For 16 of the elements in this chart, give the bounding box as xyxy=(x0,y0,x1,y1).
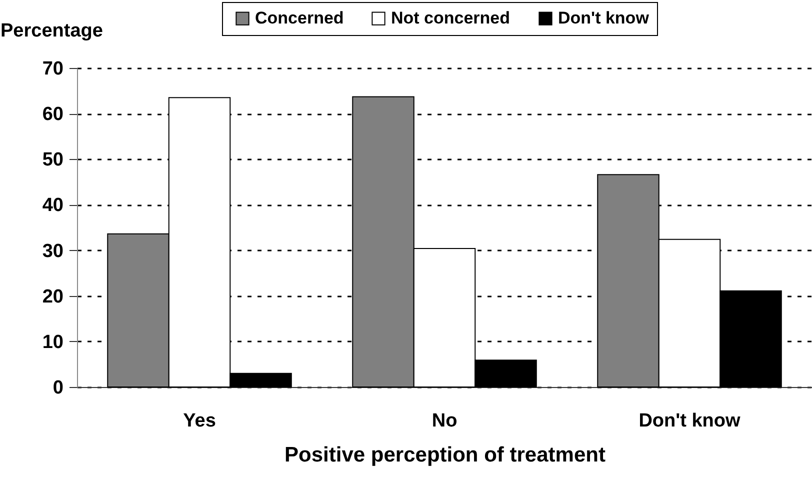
y-tick-label: 50 xyxy=(42,150,64,171)
y-tick-label: 70 xyxy=(42,58,64,80)
x-tick-label: No xyxy=(432,410,458,432)
legend-label: Concerned xyxy=(255,8,344,28)
y-tick-label: 40 xyxy=(42,195,64,216)
y-axis-title: Percentage xyxy=(0,20,103,42)
y-tick-label: 10 xyxy=(42,332,64,353)
y-tick-label: 60 xyxy=(42,104,64,126)
legend-label: Don't know xyxy=(558,8,650,28)
x-tick-label: Yes xyxy=(183,410,216,432)
x-tick-label: Don't know xyxy=(638,410,741,432)
legend-label: Not concerned xyxy=(391,8,510,28)
y-tick-label: 20 xyxy=(42,286,64,308)
y-tick-label: 0 xyxy=(52,378,64,398)
y-tick-label: 30 xyxy=(42,240,64,262)
x-axis-title: Positive perception of treatment xyxy=(284,444,606,466)
